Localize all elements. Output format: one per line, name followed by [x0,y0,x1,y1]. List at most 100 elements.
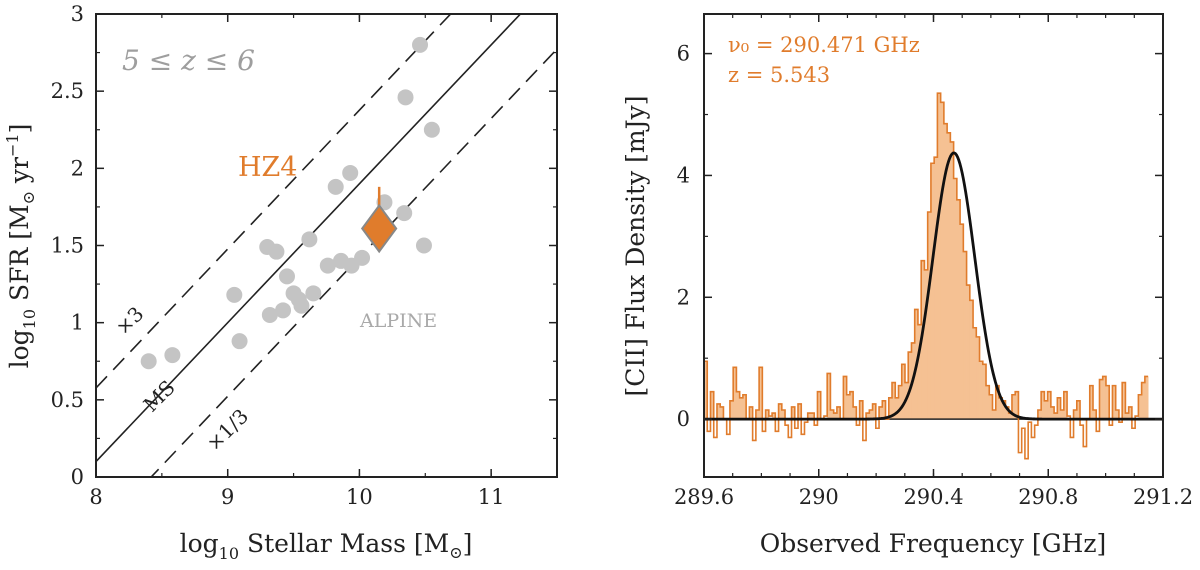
alpine-point [397,89,414,106]
spectrum-bar [992,409,997,420]
alpine-point [293,297,310,314]
left-x-tick-label: 8 [89,485,102,509]
alpine-point [278,268,295,285]
alpine-point [275,302,292,319]
left-y-tick-label: 2.5 [51,79,84,103]
spectrum-bar [1093,409,1097,420]
spectrum-bar [1144,376,1149,420]
left-y-tick-label: 1.5 [51,234,84,258]
spectrum-bar [810,413,815,420]
spectrum-bars [704,93,1149,420]
spectrum-bar [995,385,1000,420]
alpine-point [396,205,413,222]
left-axis-ticks: 8 9 10 11 0 0.5 1 1.5 2 2.5 3 [51,2,558,509]
spectrum-bar [1044,400,1049,420]
spectrum-bar [781,409,786,420]
spectrum-bar [963,251,967,420]
spectrum-bar [849,391,854,420]
alpine-point [423,121,440,138]
spectrum-bar [1063,391,1068,420]
spectrum-bar [966,285,971,420]
hz4-marker-group [360,186,398,254]
redshift-label: 5 ≤ z ≤ 6 [122,44,255,77]
right-x-tick-label: 290.8 [1018,485,1078,509]
right-y-axis-label: [CII] Flux Density [mJy] [621,95,650,396]
right-axis-ticks: 289.6 290 290.4 290.8 291.2 0 2 4 6 [674,14,1193,509]
spectrum-bar [869,409,873,420]
spectrum-bar [956,199,961,420]
spectrum-bar [927,211,932,420]
alpine-point [327,178,344,195]
spectrum-bar [1122,382,1126,420]
left-y-tick-label: 1 [71,311,84,335]
spectrum-bar [1128,406,1133,420]
alpine-label: ALPINE [359,310,437,332]
spectrum-bar [1050,406,1055,420]
spectrum-bar [1102,376,1107,420]
right-x-axis-label: Observed Frequency [GHz] [760,529,1107,558]
spectrum-bar [759,367,763,420]
spectrum-bar [1008,413,1013,420]
spectrum-bar [733,367,737,420]
spectrum-bar [882,400,886,420]
spectrum-bar [1047,391,1052,420]
spectrum-bar [879,406,883,420]
spectrum-bar [960,224,964,420]
spectrum-bar [866,413,870,420]
spectrum-bar [772,413,776,420]
left-y-axis-label: log10 SFR [M⊙ yr−1] [3,124,39,369]
alpine-point [301,231,318,248]
hz4-label: HZ4 [238,152,297,183]
alpine-point [319,257,336,274]
spectrum-bar [791,406,796,420]
alpine-point [226,286,243,303]
spectrum-bar [833,413,838,420]
spectrum-bar [895,397,899,420]
spectrum-bar [1138,394,1143,420]
spectrum-bar [892,382,896,420]
spectrum-bar [749,406,754,420]
right-y-tick-label: 4 [677,163,690,187]
spectrum-bar [853,406,857,420]
alpine-point [231,333,248,350]
spectrum-bar [830,409,835,420]
spectrum-bar [998,397,1003,420]
spectrum-bar [716,403,721,420]
spectrum-bar [982,364,987,420]
right-y-tick-label: 2 [677,285,690,309]
z-label: z = 5.543 [728,63,830,87]
spectrum-bar [1041,391,1045,420]
left-y-tick-label: 2 [71,156,84,180]
spectrum-bar [953,178,958,420]
right-x-tick-label: 290.4 [903,485,963,509]
spectrum-bar [898,385,903,420]
alpine-point [268,243,285,260]
spectrum-bar [930,163,935,420]
spectrum-bar [901,364,906,420]
spectrum-bar [872,403,877,420]
spectrum-bar [1125,413,1130,420]
right-y-tick-label: 0 [677,407,690,431]
left-x-axis-label: log10 Stellar Mass [M⊙] [180,529,473,563]
spectrum-bar [765,409,770,420]
spectrum-bar [1105,385,1110,420]
spectrum-bar [1115,409,1120,420]
left-x-tick-label: 10 [346,485,373,509]
left-y-tick-label: 0.5 [51,388,84,412]
right-x-tick-label: 290 [799,485,839,509]
left-y-tick-label: 0 [71,465,84,489]
spectrum-bar [843,376,848,420]
alpine-point [342,164,359,181]
spectrum-bar [1112,385,1117,420]
spectrum-bar [736,391,741,420]
spectrum-bar [798,403,802,420]
spectrum-bar [729,400,734,420]
left-x-tick-label: 9 [221,485,234,509]
spectrum-bar [1005,406,1010,420]
spectrum-bar [917,324,922,420]
left-y-tick-label: 3 [71,2,84,26]
spectrum-bar [1057,397,1061,420]
alpine-point [140,353,157,370]
spectrum-bar [846,394,851,420]
spectrum-bar [989,394,993,420]
